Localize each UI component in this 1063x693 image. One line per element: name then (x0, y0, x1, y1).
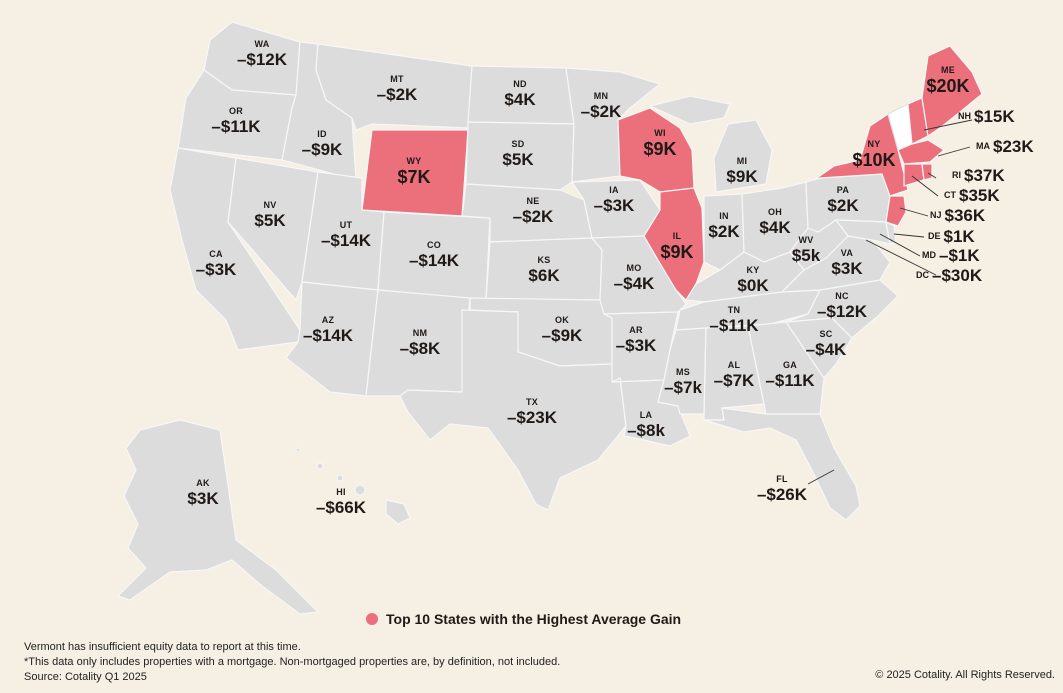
state-label-id: ID –$9K (301, 129, 343, 159)
state-shape-nv (227, 157, 319, 302)
callout-ma: MA $23K (976, 137, 1034, 156)
state-label-pa: PA $2K (827, 185, 859, 215)
state-label-tx: TX –$23K (506, 397, 558, 427)
leader-line-ma (937, 146, 971, 157)
state-label-ca: CA –$3K (195, 249, 237, 279)
state-label-nm: NM –$8K (399, 328, 441, 358)
callout-de: DE $1K (928, 227, 975, 246)
state-label-wv: WV $5k (791, 235, 821, 265)
state-shape-de (885, 220, 897, 245)
state-label-co: CO –$14K (408, 240, 460, 270)
state-label-ky: KY $0K (737, 265, 769, 295)
state-label-or: OR –$11K (211, 106, 261, 136)
state-label-nv: NV $5K (254, 200, 286, 230)
leader-line-fl (807, 469, 835, 485)
leader-line-dc (865, 239, 937, 276)
leader-line-nj (899, 207, 929, 217)
state-shape-ri (921, 163, 933, 181)
callout-dc: DC –$30K (916, 266, 983, 285)
state-label-sd: SD $5K (502, 139, 534, 169)
state-shape-hi-island (336, 474, 344, 482)
state-label-mn: MN –$2K (580, 91, 622, 121)
state-shape-fl (703, 407, 861, 521)
state-label-hi: HI –$66K (315, 487, 367, 517)
leader-line-md (879, 233, 921, 257)
state-label-sc: SC –$4K (805, 329, 847, 359)
state-label-al: AL –$7K (713, 360, 755, 390)
callout-nj: NJ $36K (930, 206, 986, 225)
state-shape-sd (465, 121, 575, 191)
state-shape-hi-island (354, 484, 366, 496)
map-legend: Top 10 States with the Highest Average G… (366, 611, 681, 627)
state-label-mi: MI $9K (726, 156, 758, 186)
state-shape-nj (885, 195, 907, 227)
state-label-ok: OK –$9K (541, 315, 583, 345)
callout-ri: RI $37K (952, 166, 1005, 185)
state-label-nd: ND $4K (504, 79, 536, 109)
legend-swatch (366, 613, 378, 625)
state-label-ks: KS $6K (528, 255, 560, 285)
state-label-mo: MO –$4K (613, 263, 655, 293)
state-shape-ak (116, 419, 320, 615)
footnote-mortgage: *This data only includes properties with… (24, 656, 561, 668)
state-label-ga: GA –$11K (765, 360, 815, 390)
state-shape-hi (385, 499, 411, 525)
state-label-tn: TN –$11K (709, 305, 759, 335)
state-label-az: AZ –$14K (302, 315, 354, 345)
state-label-ut: UT –$14K (320, 220, 372, 250)
state-label-wy: WY $7K (397, 156, 431, 187)
copyright: © 2025 Cotality. All Rights Reserved. (875, 669, 1055, 681)
state-label-wa: WA –$12K (236, 39, 288, 69)
leader-line-ri (927, 172, 937, 179)
state-label-va: VA $3K (831, 248, 863, 278)
leader-line-nh (923, 119, 973, 131)
state-label-ia: IA –$3K (593, 185, 635, 215)
leader-line-de (893, 233, 925, 238)
leader-line-ct (911, 175, 939, 197)
footnote-source: Source: Cotality Q1 2025 (24, 671, 147, 683)
state-shape-hi-island (316, 462, 324, 470)
state-label-ne: NE –$2K (512, 196, 554, 226)
state-shape-mi-upper (648, 95, 731, 125)
state-label-fl: FL –$26K (756, 474, 808, 504)
state-label-ak: AK $3K (187, 478, 219, 508)
state-label-mt: MT –$2K (376, 74, 418, 104)
state-label-ar: AR –$3K (615, 325, 657, 355)
state-shape-tx (399, 309, 627, 511)
state-label-nc: NC –$12K (816, 291, 868, 321)
footnote-vermont: Vermont has insufficient equity data to … (24, 641, 301, 653)
state-label-in: IN $2K (708, 211, 740, 241)
state-label-oh: OH $4K (759, 207, 791, 237)
state-shape-me (921, 45, 983, 138)
state-label-ms: MS –$7k (664, 367, 702, 397)
state-label-ny: NY $10K (852, 139, 896, 170)
state-shape-ny (813, 113, 909, 197)
callout-nh: NH $15K (958, 107, 1015, 126)
state-label-me: ME $20K (926, 65, 970, 96)
state-shape-mi (713, 119, 773, 193)
state-label-la: LA –$8k (627, 410, 665, 440)
state-label-il: IL $9K (660, 231, 694, 262)
legend-label: Top 10 States with the Highest Average G… (386, 611, 682, 627)
state-label-wi: WI $9K (643, 128, 677, 159)
state-shape-hi-island (295, 447, 301, 453)
state-shape-md (834, 219, 891, 245)
callout-ct: CT $35K (944, 186, 1000, 205)
callout-md: MD –$1K (922, 246, 980, 265)
